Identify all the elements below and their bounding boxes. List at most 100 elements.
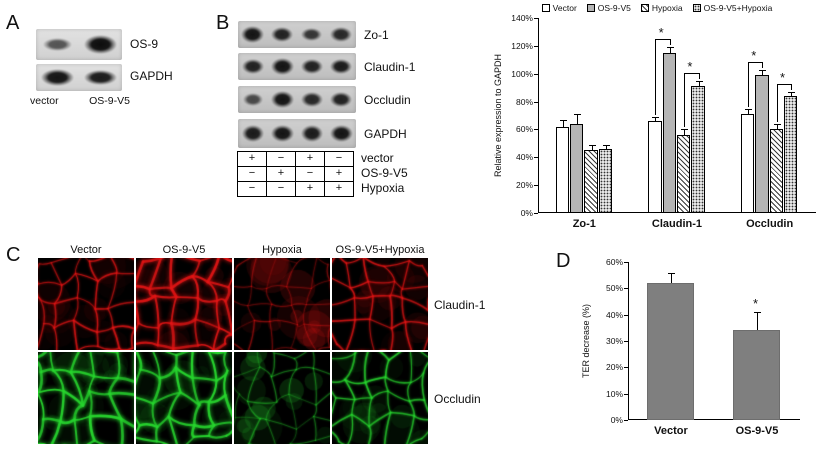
error-bar-cap — [652, 116, 660, 118]
y-tick-mark — [624, 262, 628, 263]
y-tick-label: 10% — [605, 388, 623, 399]
error-bar — [698, 80, 700, 87]
bar-ter-decrease — [733, 330, 780, 420]
micrograph — [234, 352, 330, 444]
column-header: OS-9-V5+Hypoxia — [335, 244, 425, 256]
y-tick-label: 50% — [605, 283, 623, 294]
error-bar-cap — [788, 91, 796, 93]
bar-hypoxia — [677, 135, 691, 213]
significance-bracket — [776, 83, 792, 85]
condition-label: Hypoxia — [361, 181, 405, 195]
y-tick-label: 60% — [605, 257, 623, 267]
y-tick-label: 0% — [520, 208, 533, 218]
error-bar-cap — [666, 47, 674, 49]
y-tick-mark — [534, 18, 538, 19]
protein-band — [301, 27, 323, 42]
significance-bracket-leg — [669, 39, 671, 46]
error-bar-cap — [588, 144, 596, 146]
micrograph — [38, 352, 134, 444]
blot-gapdh-a-label: GAPDH — [130, 69, 173, 83]
error-bar — [562, 119, 564, 127]
x-category-label: Claudin-1 — [651, 218, 703, 230]
condition-cell: − — [295, 166, 325, 182]
condition-cell: + — [324, 166, 354, 182]
significance-bracket-leg — [698, 72, 700, 79]
panel-a-label: A — [6, 12, 20, 34]
y-tick-mark — [534, 213, 538, 214]
panel-b-chart: Vector OS-9-V5 Hypoxia OS-9-V5+Hypoxia Rela… — [490, 0, 824, 240]
condition-cell: + — [266, 166, 296, 182]
condition-cell: − — [237, 166, 267, 182]
significance-bracket-leg — [655, 39, 657, 115]
protein-band — [83, 34, 118, 55]
legend-item: Hypoxia — [640, 3, 683, 13]
y-tick-mark — [624, 420, 628, 421]
y-tick-label: 60% — [515, 124, 533, 135]
significance-bracket-leg — [762, 61, 764, 68]
protein-band — [84, 69, 117, 86]
protein-band — [330, 27, 353, 42]
y-tick-label: 120% — [511, 40, 533, 51]
condition-cell: − — [266, 151, 296, 167]
column-header: Vector — [70, 244, 102, 256]
error-bar — [655, 116, 657, 122]
y-tick-mark — [624, 367, 628, 369]
y-tick-mark — [624, 341, 628, 342]
y-tick-label: 140% — [511, 13, 533, 23]
micrograph — [332, 352, 428, 444]
significance-bracket-leg — [684, 72, 686, 128]
blot-zo1 — [238, 21, 356, 48]
error-bar-cap — [559, 119, 567, 121]
micrograph — [136, 352, 232, 444]
y-tick-label: 80% — [515, 96, 533, 107]
condition-row: − + − + OS-9-V5 — [237, 166, 408, 182]
panel-b-label: B — [216, 12, 230, 34]
significance-star: * — [751, 47, 757, 63]
blot-gapdh-b — [238, 119, 356, 148]
y-tick-mark — [624, 314, 628, 316]
bar-vector — [740, 114, 755, 213]
x-category-label: Zo-1 — [572, 218, 596, 230]
y-tick-mark — [534, 129, 538, 131]
row-label: Claudin-1 — [434, 298, 486, 312]
protein-band — [330, 91, 353, 108]
blot-os9 — [36, 29, 122, 60]
protein-band — [42, 37, 73, 52]
y-tick-label: 40% — [515, 152, 533, 163]
legend-label: Vector — [552, 3, 577, 13]
error-bar-cap — [695, 80, 703, 82]
blot-gapdh-b-label: GAPDH — [364, 127, 407, 141]
column-header: OS-9-V5 — [162, 244, 206, 256]
condition-cell: + — [295, 151, 325, 167]
y-tick-mark — [624, 393, 628, 395]
plot-area — [628, 262, 800, 420]
y-tick-mark — [534, 45, 538, 47]
significance-star: * — [687, 58, 693, 74]
y-tick-label: 20% — [605, 362, 623, 373]
micrograph — [234, 258, 330, 350]
significance-bracket — [684, 72, 699, 74]
protein-band — [241, 58, 264, 75]
error-bar — [671, 272, 672, 284]
protein-band — [270, 124, 294, 143]
condition-cell: − — [324, 151, 354, 167]
protein-band — [242, 93, 263, 106]
condition-label: OS-9-V5 — [361, 166, 408, 180]
condition-cell: − — [266, 181, 296, 197]
legend-label: OS-9-V5 — [597, 3, 631, 13]
bar-os-9-v5-hypoxia — [784, 96, 798, 213]
micrograph — [38, 258, 134, 350]
protein-band — [300, 92, 323, 107]
blot-claudin1-label: Claudin-1 — [364, 60, 416, 74]
blot-os9-label: OS-9 — [130, 37, 159, 51]
protein-band — [241, 125, 264, 142]
micrograph — [136, 258, 232, 350]
error-bar-cap — [668, 272, 675, 274]
legend-item: OS-9-V5 — [586, 3, 631, 13]
lane-label-os9v5: OS-9-V5 — [89, 95, 130, 107]
bar-os-9-v5 — [569, 123, 584, 213]
legend-swatch-white — [541, 4, 550, 12]
x-category-label: OS-9-V5 — [735, 425, 779, 437]
bar-ter-decrease — [647, 283, 694, 420]
